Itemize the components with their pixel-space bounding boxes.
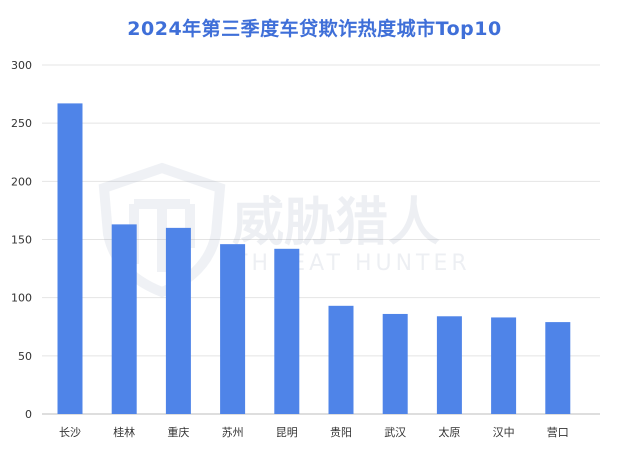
y-tick-label: 200	[11, 175, 32, 188]
y-tick-label: 100	[11, 292, 32, 305]
bar-0	[57, 103, 83, 414]
bars	[57, 103, 571, 414]
x-tick-label: 贵阳	[330, 426, 352, 439]
x-tick-label: 太原	[438, 426, 460, 439]
y-tick-label: 250	[11, 117, 32, 130]
x-axis-ticks: 长沙 桂林 重庆 苏州 昆明 贵阳 武汉 太原 汉中 营口	[59, 425, 569, 439]
x-tick-label: 长沙	[59, 426, 81, 439]
x-tick-label: 昆明	[276, 426, 298, 439]
y-tick-label: 300	[11, 59, 32, 72]
y-axis-ticks: 0 50 100 150 200 250 300	[11, 59, 32, 421]
x-tick-label: 汉中	[493, 426, 515, 439]
bar-9	[545, 322, 571, 414]
y-tick-label: 50	[18, 350, 32, 363]
bar-4	[274, 248, 300, 414]
watermark-name: 威胁猎人	[232, 193, 440, 253]
bar-8	[491, 317, 517, 414]
bar-1	[111, 224, 137, 414]
chart-title: 2024年第三季度车贷欺诈热度城市Top10	[127, 18, 502, 40]
watermark-subtitle: THREAT HUNTER	[233, 251, 471, 276]
x-tick-label: 武汉	[384, 426, 406, 439]
x-tick-label: 重庆	[167, 425, 189, 439]
x-tick-label: 营口	[547, 425, 569, 439]
bar-7	[436, 316, 462, 414]
bar-3	[220, 244, 246, 414]
bar-5	[328, 305, 354, 414]
x-tick-label: 苏州	[222, 426, 244, 439]
y-tick-label: 0	[25, 408, 32, 421]
bar-6	[382, 313, 408, 414]
y-tick-label: 150	[11, 234, 32, 247]
bar-2	[165, 227, 191, 414]
x-tick-label: 桂林	[113, 425, 135, 439]
